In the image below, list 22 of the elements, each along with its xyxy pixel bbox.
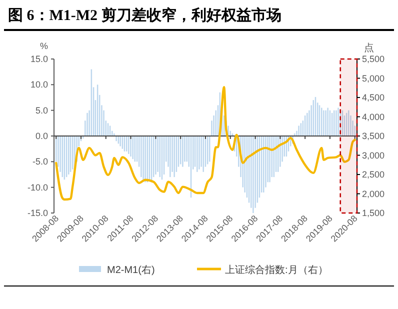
y-axis-title: % [40, 41, 48, 51]
legend-label: 上证综合指数:月（右） [225, 264, 328, 276]
y2-axis-title: 点 [364, 42, 374, 54]
y-tick-label: 5.0 [35, 105, 48, 116]
y2-tick-label: 2,500 [362, 170, 385, 180]
y2-tick-label: 1,500 [362, 208, 385, 218]
y-tick-label: 10.0 [30, 80, 48, 90]
y2-tick-label: 3,000 [362, 150, 385, 160]
legend-label: M2-M1(右) [107, 265, 155, 276]
y2-tick-label: 5,500 [362, 54, 385, 64]
y2-tick-label: 4,000 [362, 112, 385, 122]
y2-tick-label: 4,500 [362, 92, 385, 102]
chart-title: 图 6：M1-M2 剪刀差收窄，利好权益市场 [8, 6, 282, 24]
y-tick-label: -5.0 [32, 156, 48, 167]
y-tick-label: 15.0 [30, 54, 48, 64]
y2-tick-label: 2,000 [362, 188, 385, 199]
y2-tick-label: 3,500 [362, 131, 385, 141]
line-series [55, 86, 356, 201]
y-tick-label: -15.0 [27, 208, 48, 218]
y2-tick-label: 5,000 [362, 73, 385, 84]
y-tick-label: 0.0 [35, 131, 48, 141]
y-tick-label: -10.0 [27, 182, 48, 192]
